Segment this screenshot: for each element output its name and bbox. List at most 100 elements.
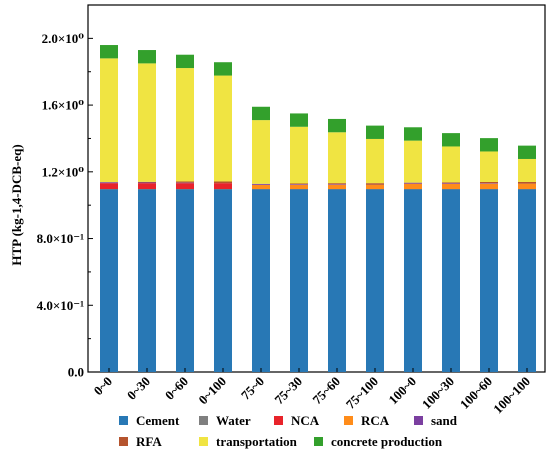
x-tick-label: 75~0 xyxy=(238,374,267,403)
y-tick-label: 1.6×10⁰ xyxy=(42,98,85,113)
bar-segment-cement-8 xyxy=(404,189,422,372)
bar-segment-sand-6 xyxy=(328,184,346,185)
bar-segment-water-2 xyxy=(176,189,194,190)
bar-segment-sand-10 xyxy=(480,183,498,184)
legend-swatch-water xyxy=(199,416,208,425)
legend-swatch-concrete-production xyxy=(314,437,323,446)
bar-segment-rfa-7 xyxy=(366,183,384,185)
bar-segment-water-10 xyxy=(480,189,498,190)
bar-segment-rfa-10 xyxy=(480,181,498,184)
bar-segment-water-4 xyxy=(252,189,270,190)
bar-segment-cement-11 xyxy=(518,189,536,372)
legend-swatch-cement xyxy=(119,416,128,425)
legend: Cement Water NCA RCA sand RFA transportation co… xyxy=(119,413,458,449)
bar-segment-cement-7 xyxy=(366,189,384,372)
bar-segment-rca-10 xyxy=(480,183,498,190)
x-tick-label: 100~30 xyxy=(419,374,457,412)
bar-segment-transportation-2 xyxy=(176,68,194,182)
bar-segment-sand-1 xyxy=(138,182,156,184)
bar-segment-rca-5 xyxy=(290,184,308,190)
bar-segment-water-1 xyxy=(138,189,156,190)
y-tick-label: 8.0×10⁻¹ xyxy=(37,231,85,246)
bar-segment-nca-3 xyxy=(214,183,232,190)
y-tick-label: 1.2×10⁰ xyxy=(42,164,85,179)
y-tick-label: 4.0×10⁻¹ xyxy=(37,298,85,313)
bar-segment-concrete-production-6 xyxy=(328,118,346,133)
bar-segment-transportation-4 xyxy=(252,120,270,184)
bar-segment-concrete-production-8 xyxy=(404,127,422,141)
bar-segment-sand-0 xyxy=(100,182,118,184)
bar-segment-water-5 xyxy=(290,189,308,190)
bar-segment-sand-8 xyxy=(404,182,422,184)
legend-swatch-transportation xyxy=(199,437,208,446)
bar-segment-cement-4 xyxy=(252,189,270,372)
bar-segment-concrete-production-11 xyxy=(518,145,536,159)
bar-segment-concrete-production-2 xyxy=(176,54,194,69)
bar-segment-sand-5 xyxy=(290,184,308,185)
bar-segment-transportation-0 xyxy=(100,58,118,183)
x-tick-label: 0~60 xyxy=(162,374,191,403)
bar-segment-rca-6 xyxy=(328,184,346,190)
legend-label-rca: RCA xyxy=(361,413,390,428)
y-axis-label: HTP (kg-1,4-DCB-eq) xyxy=(9,144,24,265)
bar-segment-rfa-5 xyxy=(290,183,308,185)
bar-segment-water-11 xyxy=(518,189,536,190)
bar-segment-cement-1 xyxy=(138,189,156,372)
bar-segment-concrete-production-9 xyxy=(442,133,460,147)
bar-segment-concrete-production-0 xyxy=(100,45,118,59)
bar-segment-rca-4 xyxy=(252,184,270,190)
bar-segment-water-9 xyxy=(442,189,460,190)
legend-label-transportation: transportation xyxy=(216,434,298,449)
bar-segment-nca-1 xyxy=(138,183,156,190)
bar-segment-transportation-7 xyxy=(366,138,384,184)
bar-segment-concrete-production-1 xyxy=(138,50,156,64)
bar-segment-sand-4 xyxy=(252,183,270,185)
bar-segment-rca-11 xyxy=(518,183,536,190)
bar-segment-cement-6 xyxy=(328,189,346,372)
x-tick-label: 100~0 xyxy=(385,374,419,408)
bar-segment-transportation-1 xyxy=(138,63,156,182)
bar-segment-water-3 xyxy=(214,189,232,190)
bar-segment-cement-2 xyxy=(176,189,194,372)
legend-label-nca: NCA xyxy=(291,413,320,428)
bar-segment-water-8 xyxy=(404,189,422,190)
bar-segment-concrete-production-3 xyxy=(214,62,232,76)
bar-segment-concrete-production-4 xyxy=(252,106,270,121)
bar-segment-cement-10 xyxy=(480,189,498,372)
bar-segment-rfa-6 xyxy=(328,183,346,185)
bar-segment-sand-9 xyxy=(442,182,460,184)
bar-segment-transportation-11 xyxy=(518,158,536,182)
plot-frame xyxy=(87,4,546,373)
bar-segment-cement-3 xyxy=(214,189,232,372)
bar-segment-cement-5 xyxy=(290,189,308,372)
bar-segment-cement-0 xyxy=(100,189,118,372)
bar-segment-transportation-5 xyxy=(290,126,308,184)
bar-segment-rfa-11 xyxy=(518,181,536,184)
x-tick-label: 0~100 xyxy=(195,374,229,408)
bar-segment-transportation-3 xyxy=(214,75,232,182)
legend-swatch-rfa xyxy=(119,437,128,446)
bar-segment-concrete-production-5 xyxy=(290,113,308,127)
legend-label-cement: Cement xyxy=(136,413,180,428)
bar-segment-transportation-10 xyxy=(480,151,498,182)
bar-segment-rfa-3 xyxy=(214,181,232,184)
x-tick-label: 0~0 xyxy=(91,374,116,399)
legend-label-sand: sand xyxy=(431,413,458,428)
legend-swatch-nca xyxy=(274,416,283,425)
bar-segment-transportation-9 xyxy=(442,146,460,183)
bar-segment-rca-7 xyxy=(366,184,384,190)
bar-segment-nca-2 xyxy=(176,183,194,190)
bar-segment-rfa-9 xyxy=(442,182,460,183)
bar-segment-rca-8 xyxy=(404,183,422,190)
bar-segment-transportation-8 xyxy=(404,140,422,183)
bar-segment-rca-9 xyxy=(442,183,460,190)
plot-area: 0~0 0~30 0~60 0~100 75~0 75~30 75~60 75~100 100~… xyxy=(37,4,546,416)
bar-segment-water-6 xyxy=(328,189,346,190)
bar-segment-rfa-1 xyxy=(138,181,156,183)
legend-swatch-rca xyxy=(344,416,353,425)
bar-segment-transportation-6 xyxy=(328,132,346,184)
x-tick-label: 75~30 xyxy=(271,374,305,408)
y-tick-label: 2.0×10⁰ xyxy=(42,31,85,46)
bar-segment-cement-9 xyxy=(442,189,460,372)
